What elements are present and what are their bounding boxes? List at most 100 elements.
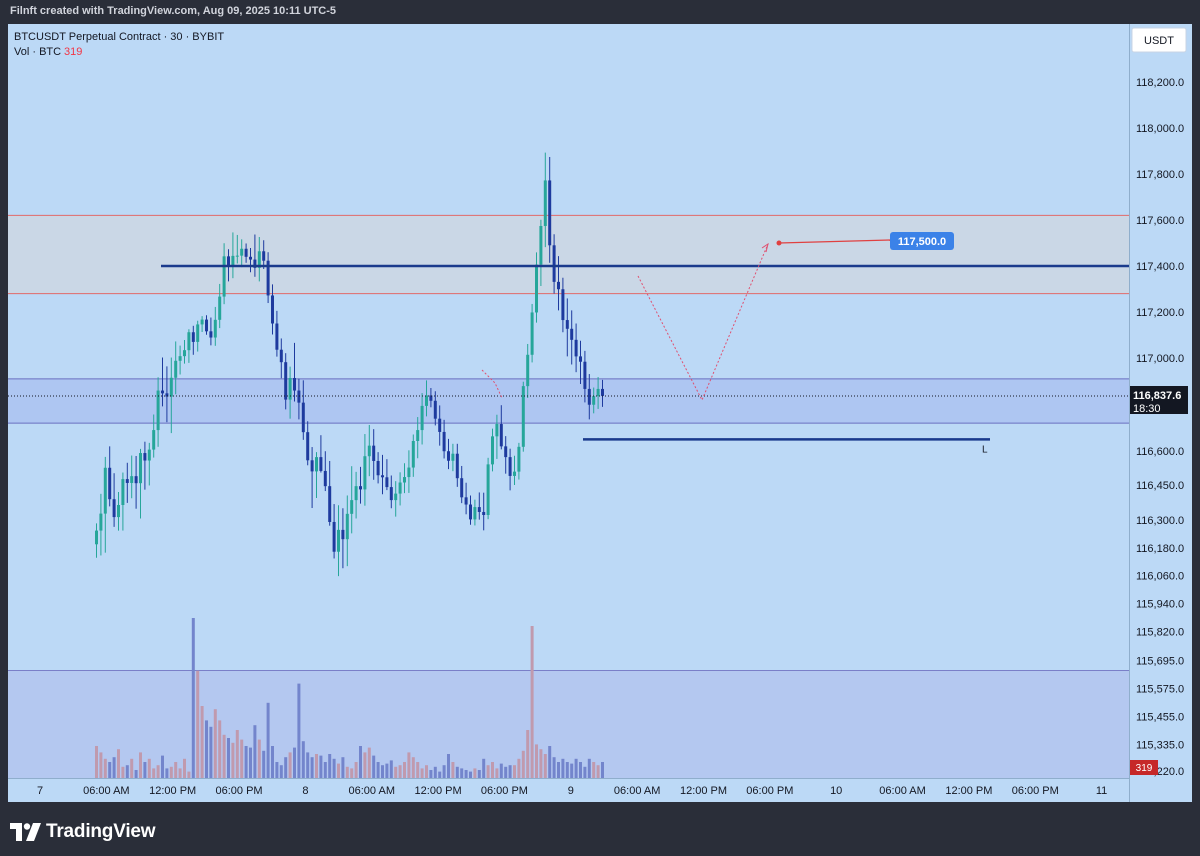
volume-bar [521, 750, 525, 778]
time-axis[interactable]: 7 06:00 AM 12:00 PM 06:00 PM 8 06:00 AM 12:00 … [8, 778, 1130, 798]
attribution-text: Filnft created with TradingView.com, Aug… [10, 5, 337, 17]
volume-bar [438, 771, 442, 778]
time-tick-label: 06:00 PM [481, 785, 528, 797]
candle-body [517, 446, 521, 472]
volume-bar [275, 762, 279, 778]
volume-bar [301, 741, 305, 778]
volume-bar [271, 746, 274, 778]
candle-body [108, 467, 112, 500]
projection-arrowhead [761, 242, 769, 253]
tradingview-logo[interactable]: TradingView [10, 821, 156, 843]
time-tick-label: 9 [568, 785, 574, 797]
candle-body [187, 332, 191, 351]
target-line [778, 239, 891, 244]
volume-bar [323, 762, 327, 778]
countdown-label: 18:30 [1133, 403, 1161, 415]
currency-button[interactable]: USDT [1131, 27, 1187, 53]
price-tick-label: 116,600.0 [1136, 446, 1184, 458]
candle-body [513, 471, 516, 476]
candle-body [235, 255, 239, 257]
volume-bar [125, 765, 129, 778]
time-tick-label: 11 [1096, 785, 1107, 797]
candle-body [451, 453, 455, 461]
candle-body [103, 467, 107, 514]
volume-bar [161, 755, 164, 778]
candle-body [565, 320, 569, 329]
candle-body [240, 248, 244, 256]
candle-body [429, 395, 433, 401]
currency-label[interactable]: USDT [1144, 35, 1174, 47]
candle-body [504, 446, 508, 458]
volume-bar [381, 765, 384, 778]
volume-bar [337, 763, 340, 778]
candle-body [469, 504, 472, 520]
volume-bar [152, 768, 156, 778]
volume-bar [394, 766, 398, 778]
resistance-zone [8, 215, 1130, 294]
volume-badge-label: 319 [1136, 763, 1153, 774]
bottom-bar: TradingView [0, 802, 1200, 856]
volume-bar [345, 766, 349, 778]
candle-body [535, 264, 538, 313]
time-tick-label: 12:00 PM [149, 785, 196, 797]
candle-body [200, 319, 204, 325]
candle-body [583, 361, 587, 389]
volume-bar [367, 747, 371, 778]
candle-body [425, 395, 428, 406]
volume-bar [147, 758, 151, 778]
volume-bar [315, 754, 318, 778]
volume-bar [130, 758, 134, 778]
candle-body [508, 457, 512, 476]
volume-bar [411, 757, 415, 778]
candle-body [539, 225, 543, 265]
candle-body [587, 388, 591, 405]
volume-bar [354, 762, 358, 778]
candle-body [570, 328, 574, 340]
candle-body [389, 487, 393, 501]
volume-bar [557, 762, 560, 778]
price-axis[interactable]: 118,200.0 118,000.0 117,800.0 117,600.0 117,… [1129, 24, 1193, 802]
candle-body [332, 521, 336, 552]
candle-body [526, 354, 530, 387]
price-tick-label: 115,940.0 [1136, 599, 1184, 611]
top-bar: Filnft created with TradingView.com, Aug… [0, 0, 1200, 24]
volume-bar [464, 770, 468, 778]
volume-bar [266, 702, 270, 778]
candle-body [222, 256, 226, 297]
time-tick-label: 8 [302, 785, 308, 797]
candle-body [293, 377, 296, 391]
volume-bar [319, 755, 323, 778]
target-point [776, 240, 782, 246]
volume-bar [482, 758, 486, 778]
volume-bar [205, 720, 208, 778]
candle-body [209, 331, 213, 338]
candle-body [354, 486, 358, 501]
candle-body [420, 405, 424, 431]
volume-bar [297, 683, 301, 778]
volume-bar [103, 758, 107, 778]
chart-frame[interactable]: L 117,500.0 BTCUSDT Perpetual Contract · … [8, 24, 1192, 802]
candle-body [521, 386, 525, 447]
candle-body [143, 453, 147, 461]
time-tick-label: 06:00 AM [349, 785, 395, 797]
volume-bar [389, 760, 393, 778]
candle-body [244, 248, 248, 257]
volume-bar [495, 768, 499, 778]
volume-bar [209, 726, 213, 778]
volume-bar [473, 768, 477, 778]
candlestick-chart[interactable]: L 117,500.0 BTCUSDT Perpetual Contract · … [8, 24, 1192, 802]
candle-body [174, 360, 178, 378]
price-tick-label: 116,060.0 [1136, 571, 1184, 583]
volume-bar [429, 770, 433, 778]
earlier-projection-path [481, 369, 503, 399]
volume-bar [143, 762, 147, 778]
volume-bar [561, 758, 565, 778]
volume-bar [579, 762, 582, 778]
candles-layer [95, 152, 604, 577]
volume-bar [235, 730, 239, 778]
candle-body [169, 377, 173, 397]
volume-bar [262, 750, 266, 778]
candle-body [455, 453, 459, 479]
volume-bar [570, 763, 574, 778]
volume-bar [548, 746, 552, 778]
